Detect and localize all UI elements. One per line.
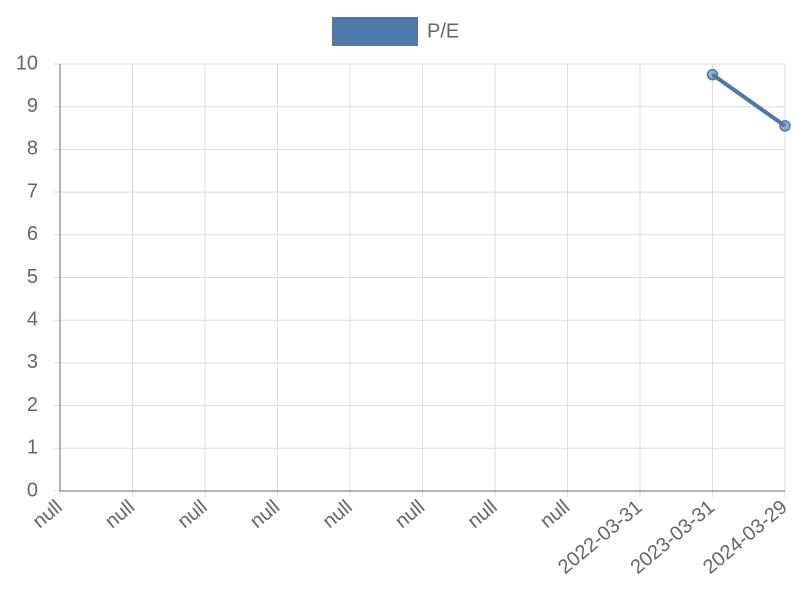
y-tick-label: 1 [27,437,38,459]
y-tick-label: 2 [27,394,38,416]
y-tick-label: 10 [16,52,38,74]
x-tick-label: null [29,496,67,533]
y-tick-label: 3 [27,351,38,373]
y-tick-label: 5 [27,266,38,288]
point [779,120,791,132]
y-tick-label: 6 [27,223,38,245]
x-tick-label: null [174,496,212,533]
point [706,68,719,81]
legend-label: P/E [427,20,459,42]
x-tick-label: null [391,496,429,533]
y-tick-label: 7 [27,180,38,202]
y-tick-label: 0 [27,479,38,501]
y-tick-label: 8 [27,138,38,160]
x-tick-label: null [246,496,284,533]
legend-swatch [332,17,418,46]
x-tick-label: null [536,496,574,533]
line [711,73,787,128]
x-tick-label: null [464,496,502,533]
y-tick-label: 4 [27,308,38,330]
x-tick-label: null [101,496,139,533]
y-tick-label: 9 [27,95,38,117]
x-tick-label: null [319,496,357,533]
